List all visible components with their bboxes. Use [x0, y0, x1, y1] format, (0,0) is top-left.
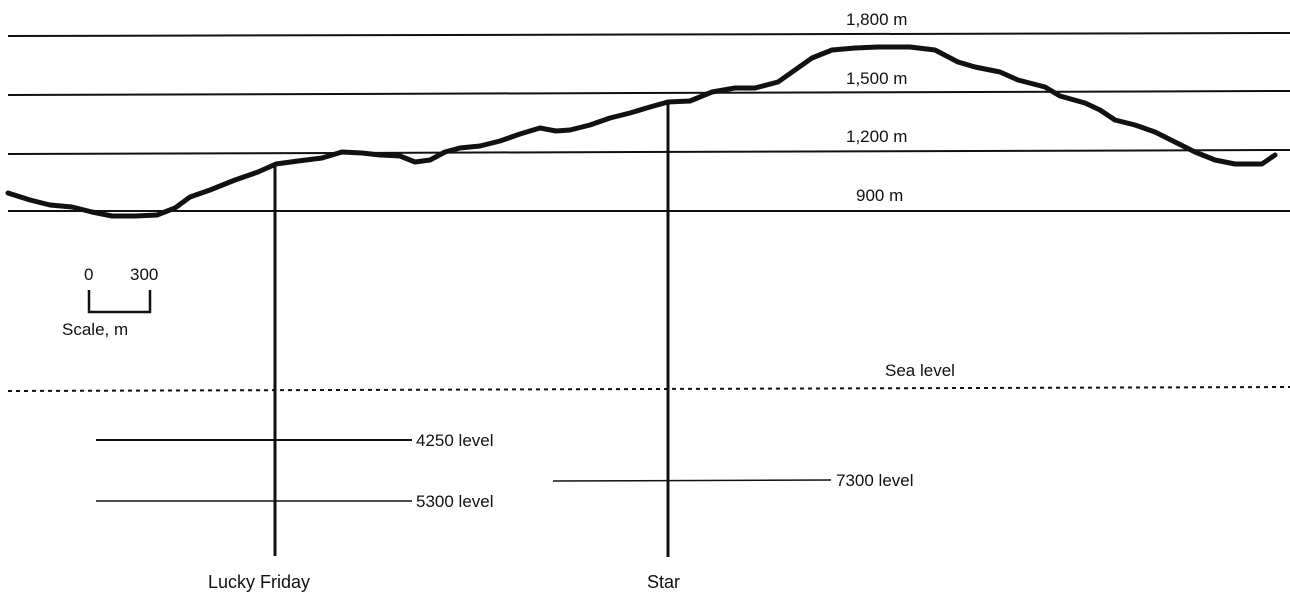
elevation-line-1500: [7, 90, 1290, 96]
elevation-label-1800: 1,800 m: [846, 10, 907, 29]
scale-start-label: 0: [84, 265, 93, 284]
terrain-profile: [5, 44, 1278, 219]
level-line-7300: [552, 479, 832, 482]
level-label-7300: 7300 level: [836, 471, 914, 490]
elevation-label-1500: 1,500 m: [846, 69, 907, 88]
scale-caption: Scale, m: [62, 320, 128, 339]
elevation-line-1800: [7, 32, 1290, 37]
scale-bar: [87, 290, 152, 314]
shaft-label-star: Star: [647, 572, 680, 592]
level-label-4250: 4250 level: [416, 431, 494, 450]
scale-end-label: 300: [130, 265, 158, 284]
elevation-label-1200: 1,200 m: [846, 127, 907, 146]
shaft-label-lucky-friday: Lucky Friday: [208, 572, 310, 592]
sea-level-line: [7, 386, 1290, 392]
elevation-label-900: 900 m: [856, 186, 903, 205]
elevation-line-1200: [7, 149, 1290, 155]
level-label-5300: 5300 level: [416, 492, 494, 511]
sea-level-label: Sea level: [885, 361, 955, 380]
